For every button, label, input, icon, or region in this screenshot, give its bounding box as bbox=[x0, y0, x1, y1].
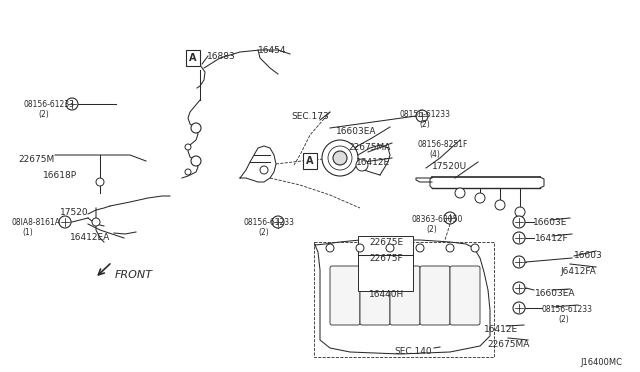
Text: 16618P: 16618P bbox=[43, 171, 77, 180]
Circle shape bbox=[92, 218, 100, 226]
Text: 22675F: 22675F bbox=[369, 254, 403, 263]
Circle shape bbox=[386, 244, 394, 252]
Text: A: A bbox=[189, 53, 196, 63]
Text: 16412F: 16412F bbox=[535, 234, 568, 243]
Circle shape bbox=[515, 207, 525, 217]
Text: 22675MA: 22675MA bbox=[487, 340, 529, 349]
Text: 22675M: 22675M bbox=[18, 155, 54, 164]
Circle shape bbox=[191, 123, 201, 133]
Circle shape bbox=[272, 216, 284, 228]
Text: 08156-8251F: 08156-8251F bbox=[418, 140, 468, 149]
Circle shape bbox=[66, 98, 78, 110]
Text: SEC.140: SEC.140 bbox=[394, 347, 431, 356]
Text: (2): (2) bbox=[258, 228, 269, 237]
FancyBboxPatch shape bbox=[360, 266, 390, 325]
Circle shape bbox=[416, 110, 428, 122]
Text: 16603E: 16603E bbox=[533, 218, 568, 227]
Text: 16440H: 16440H bbox=[369, 290, 404, 299]
Text: 22675E: 22675E bbox=[369, 238, 403, 247]
Circle shape bbox=[495, 200, 505, 210]
FancyBboxPatch shape bbox=[358, 236, 413, 291]
FancyBboxPatch shape bbox=[420, 266, 450, 325]
Circle shape bbox=[475, 193, 485, 203]
Text: A: A bbox=[307, 156, 314, 166]
Text: 16883: 16883 bbox=[207, 52, 236, 61]
Circle shape bbox=[513, 302, 525, 314]
Text: 16603EA: 16603EA bbox=[336, 127, 376, 136]
Text: 08363-63050: 08363-63050 bbox=[411, 215, 462, 224]
Circle shape bbox=[322, 140, 358, 176]
Circle shape bbox=[185, 169, 191, 175]
Circle shape bbox=[455, 188, 465, 198]
Text: (2): (2) bbox=[558, 315, 569, 324]
Circle shape bbox=[446, 244, 454, 252]
Text: 17520U: 17520U bbox=[432, 162, 467, 171]
Circle shape bbox=[328, 146, 352, 170]
Text: FRONT: FRONT bbox=[115, 270, 153, 280]
Circle shape bbox=[185, 144, 191, 150]
Text: SEC.173: SEC.173 bbox=[291, 112, 329, 121]
Text: (2): (2) bbox=[426, 225, 436, 234]
Text: J6412FA: J6412FA bbox=[560, 267, 596, 276]
Text: J16400MC: J16400MC bbox=[580, 358, 622, 367]
Circle shape bbox=[356, 244, 364, 252]
Text: (2): (2) bbox=[419, 120, 429, 129]
Text: 16412E: 16412E bbox=[484, 325, 518, 334]
Circle shape bbox=[59, 216, 71, 228]
Text: 16412EA: 16412EA bbox=[70, 233, 110, 242]
Circle shape bbox=[471, 244, 479, 252]
Circle shape bbox=[513, 256, 525, 268]
FancyBboxPatch shape bbox=[450, 266, 480, 325]
Text: 08IA8-8161A: 08IA8-8161A bbox=[11, 218, 60, 227]
Text: 08156-61233: 08156-61233 bbox=[24, 100, 75, 109]
Text: (4): (4) bbox=[429, 150, 440, 159]
FancyBboxPatch shape bbox=[390, 266, 420, 325]
Circle shape bbox=[416, 244, 424, 252]
Text: (1): (1) bbox=[22, 228, 33, 237]
Text: 17520: 17520 bbox=[60, 208, 88, 217]
Circle shape bbox=[260, 166, 268, 174]
Text: 08156-61233: 08156-61233 bbox=[542, 305, 593, 314]
Circle shape bbox=[326, 244, 334, 252]
Circle shape bbox=[333, 151, 347, 165]
Circle shape bbox=[96, 178, 104, 186]
Text: 22675MA: 22675MA bbox=[348, 143, 390, 152]
Text: 08156-61233: 08156-61233 bbox=[399, 110, 450, 119]
Circle shape bbox=[444, 212, 456, 224]
Circle shape bbox=[356, 159, 368, 171]
Text: 08156-61233: 08156-61233 bbox=[243, 218, 294, 227]
Circle shape bbox=[513, 216, 525, 228]
FancyBboxPatch shape bbox=[330, 266, 360, 325]
Text: 16603EA: 16603EA bbox=[535, 289, 575, 298]
Circle shape bbox=[191, 156, 201, 166]
Text: 16603: 16603 bbox=[574, 251, 603, 260]
Text: 16412E: 16412E bbox=[356, 158, 390, 167]
Circle shape bbox=[513, 232, 525, 244]
Text: (2): (2) bbox=[38, 110, 49, 119]
Circle shape bbox=[513, 282, 525, 294]
Text: 16454: 16454 bbox=[258, 46, 287, 55]
